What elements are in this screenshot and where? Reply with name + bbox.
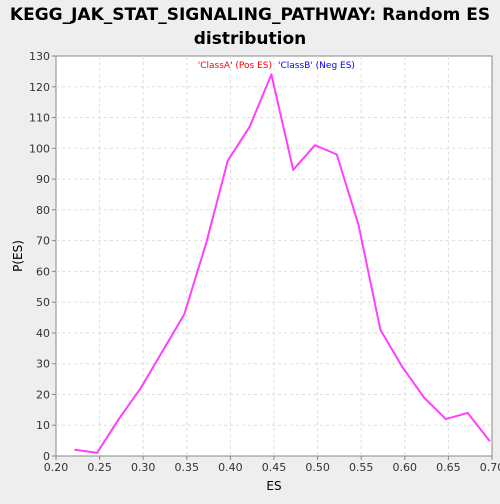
data-point bbox=[444, 418, 447, 421]
x-tick-label: 0.55 bbox=[349, 461, 374, 474]
y-tick-label: 120 bbox=[29, 81, 50, 94]
y-tick-label: 0 bbox=[43, 450, 50, 463]
x-axis-label: ES bbox=[266, 479, 281, 493]
data-point bbox=[466, 411, 469, 414]
data-point bbox=[292, 168, 295, 171]
series-line-0 bbox=[75, 73, 491, 454]
legend-entry-classb: 'ClassB' (Neg ES) bbox=[278, 61, 355, 71]
x-tick-label: 0.60 bbox=[393, 461, 418, 474]
data-point bbox=[183, 313, 186, 316]
y-tick-label: 80 bbox=[36, 204, 50, 217]
y-tick-label: 20 bbox=[36, 388, 50, 401]
data-point bbox=[401, 365, 404, 368]
data-point bbox=[74, 448, 77, 451]
y-tick-label: 30 bbox=[36, 358, 50, 371]
chart-title-line1: KEGG_JAK_STAT_SIGNALING_PATHWAY: Random … bbox=[10, 5, 490, 25]
y-tick-label: 70 bbox=[36, 235, 50, 248]
data-point bbox=[248, 125, 251, 128]
data-point bbox=[422, 396, 425, 399]
legend-entry-classa: 'ClassA' (Pos ES) bbox=[198, 61, 272, 71]
x-tick-label: 0.20 bbox=[44, 461, 69, 474]
data-point bbox=[335, 153, 338, 156]
x-tick-label: 0.40 bbox=[218, 461, 243, 474]
chart-title-line2: distribution bbox=[194, 29, 306, 49]
x-tick-label: 0.30 bbox=[131, 461, 156, 474]
y-tick-label: 100 bbox=[29, 142, 50, 155]
x-tick-label: 0.45 bbox=[262, 461, 287, 474]
x-tick-label: 0.50 bbox=[305, 461, 330, 474]
data-point bbox=[139, 387, 142, 390]
data-point bbox=[161, 350, 164, 353]
y-tick-label: 10 bbox=[36, 419, 50, 432]
x-tick-label: 0.35 bbox=[175, 461, 200, 474]
x-tick-label: 0.65 bbox=[436, 461, 461, 474]
y-tick-label: 60 bbox=[36, 265, 50, 278]
data-point bbox=[270, 73, 273, 76]
data-point bbox=[488, 439, 491, 442]
y-tick-label: 90 bbox=[36, 173, 50, 186]
y-tick-label: 110 bbox=[29, 112, 50, 125]
data-point bbox=[313, 144, 316, 147]
y-axis-label: P(ES) bbox=[11, 240, 25, 272]
data-point bbox=[357, 224, 360, 227]
data-point bbox=[95, 451, 98, 454]
y-tick-label: 40 bbox=[36, 327, 50, 340]
data-point bbox=[379, 328, 382, 331]
x-tick-label: 0.25 bbox=[87, 461, 112, 474]
y-tick-label: 130 bbox=[29, 50, 50, 63]
y-tick-label: 50 bbox=[36, 296, 50, 309]
data-point bbox=[117, 418, 120, 421]
data-point bbox=[204, 242, 207, 245]
data-point bbox=[226, 159, 229, 162]
x-tick-label: 0.70 bbox=[480, 461, 500, 474]
